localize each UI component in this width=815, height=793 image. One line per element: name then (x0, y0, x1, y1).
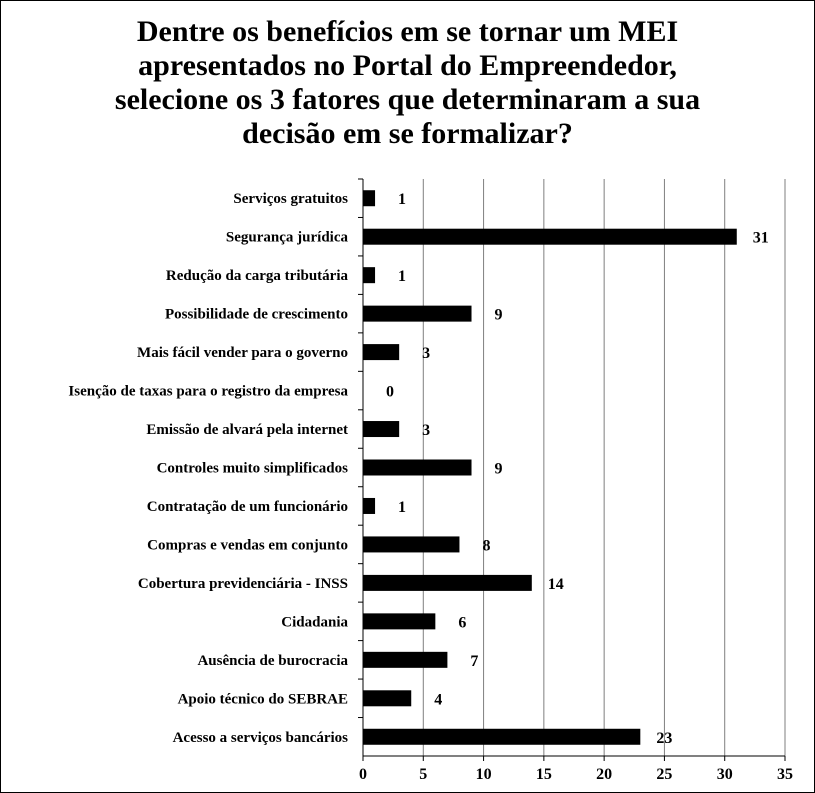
bar (363, 574, 532, 591)
chart-title: Dentre os benefícios em se tornar um MEI… (1, 15, 814, 151)
bar (363, 536, 460, 553)
data-label: 4 (434, 691, 442, 708)
bar (363, 651, 448, 668)
category-label: Isenção de taxas para o registro da empr… (68, 384, 348, 400)
data-label: 3 (422, 345, 430, 362)
bar (363, 267, 376, 284)
bar (363, 497, 376, 514)
bar (363, 190, 376, 207)
data-label: 8 (482, 537, 490, 554)
data-label: 14 (548, 576, 564, 593)
bar (363, 228, 737, 245)
category-label: Apoio técnico do SEBRAE (178, 691, 348, 707)
bar (363, 305, 472, 322)
data-label: 7 (470, 653, 478, 670)
x-tick-label: 0 (359, 766, 367, 783)
category-label: Compras e vendas em conjunto (147, 537, 348, 553)
category-label: Redução da carga tributária (166, 268, 349, 284)
category-label: Possibilidade de crescimento (165, 307, 348, 323)
category-label: Controles muito simplificados (157, 461, 349, 477)
title-line: decisão em se formalizar? (242, 117, 573, 150)
title-line: selecione os 3 fatores que determinaram … (114, 83, 701, 116)
data-label: 1 (398, 191, 406, 208)
data-label: 0 (386, 384, 394, 401)
category-label: Serviços gratuitos (233, 191, 348, 207)
data-label: 9 (495, 307, 503, 324)
bar (363, 459, 472, 476)
bar (363, 613, 436, 630)
data-label: 3 (422, 422, 430, 439)
x-tick-label: 10 (476, 766, 492, 783)
x-tick-label: 5 (419, 766, 427, 783)
data-label: 1 (398, 268, 406, 285)
category-label: Emissão de alvará pela internet (146, 422, 348, 438)
bar (363, 421, 400, 438)
category-label: Segurança jurídica (226, 230, 349, 246)
category-label: Cobertura previdenciária - INSS (138, 576, 348, 592)
x-tick-label: 20 (596, 766, 612, 783)
category-label: Mais fácil vender para o governo (137, 345, 348, 361)
x-tick-label: 15 (536, 766, 552, 783)
bar (363, 690, 412, 707)
category-label: Acesso a serviços bancários (173, 730, 349, 746)
bar (363, 728, 641, 745)
data-label: 9 (495, 461, 503, 478)
category-label: Contratação de um funcionário (147, 499, 348, 515)
data-label: 31 (753, 230, 769, 247)
x-tick-label: 35 (777, 766, 793, 783)
data-label: 23 (656, 730, 672, 747)
x-tick-label: 25 (656, 766, 672, 783)
category-label: Ausência de burocracia (197, 653, 348, 669)
title-line: Dentre os benefícios em se tornar um MEI (136, 15, 679, 48)
data-label: 1 (398, 499, 406, 516)
x-tick-label: 30 (717, 766, 733, 783)
bar (363, 344, 400, 361)
data-label: 6 (458, 614, 466, 631)
category-label: Cidadania (281, 614, 348, 630)
title-line: apresentados no Portal do Empreendedor, (138, 49, 677, 82)
